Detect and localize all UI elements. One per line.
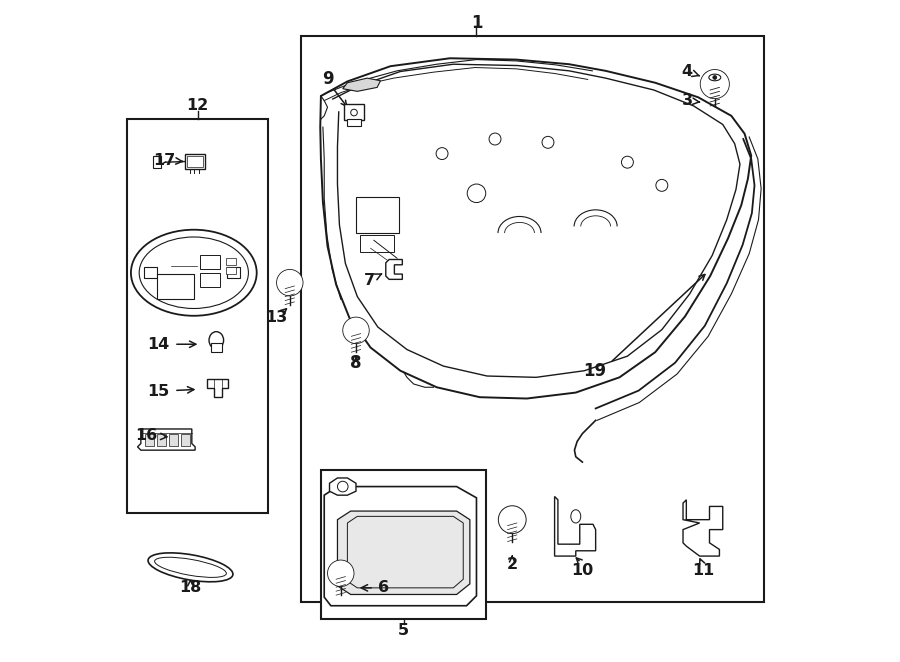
Polygon shape [338, 511, 470, 594]
Bar [185, 154, 205, 169]
Circle shape [504, 511, 521, 528]
Circle shape [700, 70, 729, 99]
Circle shape [332, 565, 349, 582]
Text: 18: 18 [179, 581, 202, 595]
Text: 8: 8 [350, 354, 362, 372]
Text: 15: 15 [148, 384, 194, 399]
Circle shape [343, 317, 369, 344]
Circle shape [489, 133, 501, 145]
Circle shape [467, 184, 486, 203]
Bar [302, 36, 764, 602]
Bar [211, 343, 221, 352]
Circle shape [338, 481, 348, 492]
Polygon shape [320, 58, 752, 399]
Circle shape [346, 321, 365, 340]
Text: 19: 19 [583, 361, 606, 380]
Polygon shape [343, 78, 381, 91]
Bar [347, 119, 361, 126]
Ellipse shape [148, 553, 233, 582]
Circle shape [276, 269, 303, 296]
Polygon shape [683, 500, 723, 556]
Text: 3: 3 [681, 93, 699, 108]
Text: 4: 4 [681, 64, 699, 79]
Bar [144, 267, 158, 278]
Ellipse shape [709, 74, 721, 81]
Circle shape [542, 136, 554, 148]
Text: 7: 7 [364, 273, 382, 287]
Text: 9: 9 [321, 70, 333, 89]
Circle shape [436, 148, 448, 160]
Circle shape [656, 179, 668, 191]
Bar [227, 267, 240, 278]
Bar [201, 273, 220, 287]
Text: 16: 16 [136, 428, 166, 443]
Ellipse shape [571, 510, 580, 523]
Text: 10: 10 [572, 563, 593, 578]
Ellipse shape [704, 71, 726, 84]
Bar [201, 255, 220, 269]
Circle shape [713, 75, 716, 79]
Bar [226, 267, 236, 274]
Polygon shape [554, 496, 596, 556]
Bar [181, 434, 190, 446]
Polygon shape [386, 260, 402, 279]
Ellipse shape [155, 557, 227, 577]
Circle shape [622, 156, 634, 168]
Text: 1: 1 [471, 14, 482, 32]
Bar [169, 434, 178, 446]
Text: 12: 12 [186, 99, 209, 113]
Text: 17: 17 [153, 153, 183, 167]
Bar [127, 119, 268, 513]
Bar [158, 274, 194, 299]
Circle shape [499, 506, 526, 534]
Circle shape [351, 109, 357, 116]
Circle shape [281, 273, 299, 292]
Bar [158, 434, 166, 446]
Bar [187, 156, 203, 167]
Bar [321, 470, 486, 619]
Polygon shape [324, 487, 476, 606]
Ellipse shape [130, 230, 256, 316]
Polygon shape [329, 478, 356, 495]
Circle shape [328, 560, 354, 587]
Bar [344, 104, 364, 120]
Circle shape [705, 74, 725, 94]
Text: 6: 6 [361, 581, 390, 595]
Text: 5: 5 [398, 623, 410, 638]
Bar [356, 197, 399, 233]
Text: 2: 2 [507, 557, 517, 571]
Polygon shape [207, 379, 229, 397]
Text: 13: 13 [265, 310, 287, 325]
Ellipse shape [140, 237, 248, 308]
Bar [226, 258, 236, 265]
Text: 14: 14 [148, 337, 196, 352]
Bar [360, 235, 394, 252]
Text: 11: 11 [692, 563, 714, 578]
Bar [146, 434, 154, 446]
Ellipse shape [209, 332, 223, 349]
Polygon shape [138, 429, 195, 450]
Bar [153, 156, 161, 168]
